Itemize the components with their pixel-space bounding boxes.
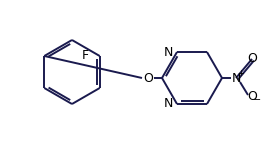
Text: F: F bbox=[81, 50, 89, 63]
Text: N: N bbox=[164, 45, 173, 59]
Text: O: O bbox=[143, 72, 153, 85]
Text: N: N bbox=[231, 72, 241, 85]
Text: O: O bbox=[247, 90, 257, 103]
Text: O: O bbox=[247, 53, 257, 66]
Text: N: N bbox=[164, 98, 173, 111]
Text: −: − bbox=[254, 95, 262, 105]
Text: +: + bbox=[237, 69, 244, 77]
